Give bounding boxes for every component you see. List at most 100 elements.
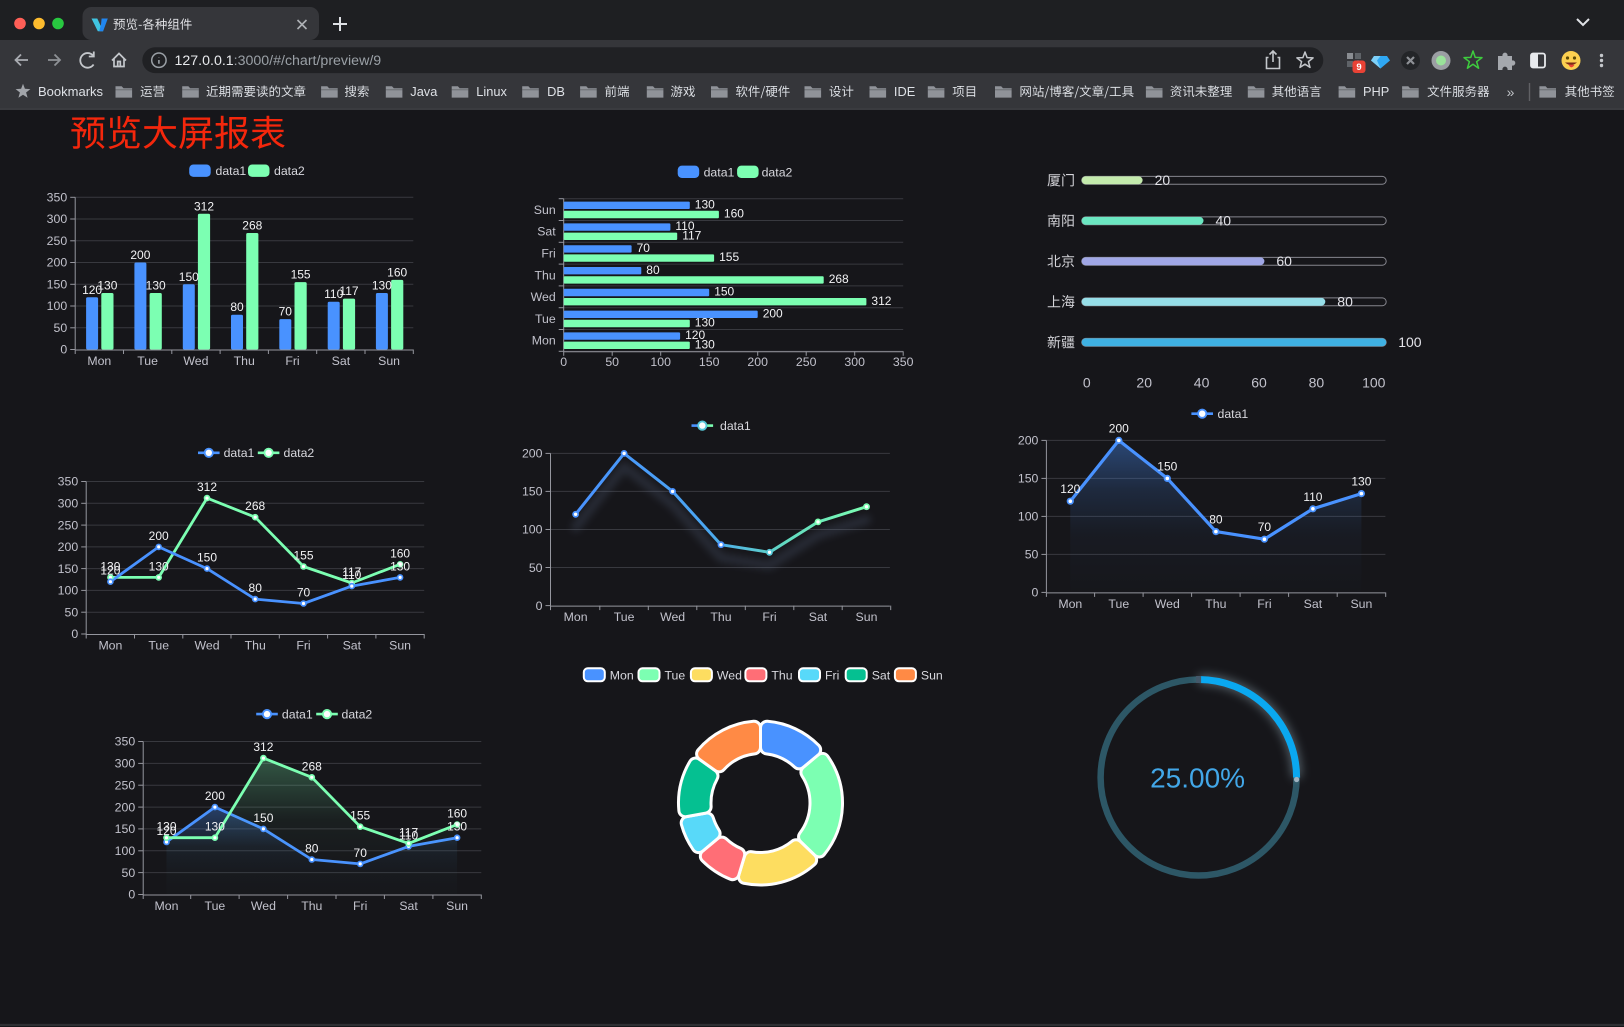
svg-text:200: 200 [115,800,136,814]
svg-text:Mon: Mon [87,354,111,368]
svg-text:Sat: Sat [399,899,418,913]
svg-text:250: 250 [47,234,68,248]
svg-text:Fri: Fri [825,668,839,682]
svg-text:150: 150 [714,285,734,299]
svg-text:155: 155 [291,268,311,282]
svg-text:350: 350 [58,475,79,489]
svg-text:150: 150 [253,811,273,825]
svg-text:155: 155 [719,250,739,264]
svg-text:0: 0 [60,343,67,357]
svg-text:130: 130 [372,279,392,293]
svg-text:120: 120 [685,328,705,342]
svg-text:300: 300 [115,757,136,771]
svg-text:DB: DB [547,84,565,99]
svg-text:70: 70 [279,305,293,319]
svg-text:110: 110 [342,568,361,582]
svg-text:Mon: Mon [155,899,179,913]
svg-text:50: 50 [529,561,543,575]
svg-text:80: 80 [646,263,660,277]
svg-text:312: 312 [197,480,217,494]
svg-text:117: 117 [399,825,418,839]
svg-text:Sun: Sun [1350,597,1372,611]
svg-text:20: 20 [1136,375,1152,391]
svg-text:80: 80 [249,581,263,595]
svg-text:120: 120 [156,824,176,838]
svg-text:50: 50 [65,605,79,619]
svg-text:150: 150 [58,562,79,576]
svg-text:200: 200 [149,529,169,543]
svg-text:Tue: Tue [137,354,158,368]
svg-text:Fri: Fri [285,354,299,368]
svg-text:Linux: Linux [476,84,507,99]
svg-text:100: 100 [1362,375,1386,391]
svg-text:200: 200 [130,248,150,262]
svg-text:Sun: Sun [534,203,556,217]
svg-text:0: 0 [71,627,78,641]
svg-text:150: 150 [522,485,543,499]
svg-text:20: 20 [1155,172,1171,188]
svg-text:Tue: Tue [614,610,635,624]
svg-text:Sat: Sat [343,638,362,652]
svg-text:312: 312 [194,199,214,213]
svg-text:data2: data2 [342,708,373,722]
svg-text:data2: data2 [762,165,793,179]
svg-text:268: 268 [829,272,849,286]
svg-text:100: 100 [1018,510,1039,524]
svg-text:80: 80 [1209,513,1223,527]
svg-text:50: 50 [605,355,619,369]
svg-text:250: 250 [796,355,817,369]
svg-text:130: 130 [447,820,467,834]
svg-text:117: 117 [342,565,361,579]
svg-text:80: 80 [1309,375,1325,391]
svg-text:268: 268 [242,219,262,233]
svg-text:300: 300 [58,497,79,511]
svg-text:110: 110 [1303,490,1322,504]
svg-text:130: 130 [149,559,169,573]
svg-text:0: 0 [560,355,567,369]
svg-text:0: 0 [536,599,543,613]
svg-text:150: 150 [197,551,217,565]
svg-text:Fri: Fri [541,247,555,261]
svg-text:160: 160 [390,546,410,560]
svg-text:Tue: Tue [205,899,226,913]
svg-text:155: 155 [293,549,313,563]
svg-text:127.0.0.1:3000/#/chart/preview: 127.0.0.1:3000/#/chart/preview/9 [175,53,382,69]
svg-text:200: 200 [763,306,783,320]
svg-text:200: 200 [1018,434,1039,448]
svg-text:70: 70 [637,241,651,255]
svg-text:100: 100 [522,523,543,537]
svg-text:Fri: Fri [353,899,367,913]
svg-text:300: 300 [844,355,865,369]
svg-text:Thu: Thu [234,354,255,368]
svg-text:200: 200 [205,789,225,803]
svg-text:Fri: Fri [1257,597,1271,611]
svg-text:50: 50 [1025,548,1039,562]
svg-text:130: 130 [100,559,120,573]
svg-text:80: 80 [230,300,244,314]
svg-text:350: 350 [47,191,68,205]
svg-text:200: 200 [522,447,543,461]
svg-text:130: 130 [1351,475,1371,489]
svg-text:100: 100 [650,355,671,369]
svg-text:130: 130 [146,279,166,293]
svg-text:Mon: Mon [564,610,588,624]
svg-text:Sat: Sat [872,668,891,682]
svg-text:Thu: Thu [771,668,792,682]
svg-text:250: 250 [58,518,79,532]
svg-text:Wed: Wed [1155,597,1180,611]
svg-text:Sat: Sat [1304,597,1323,611]
svg-text:Thu: Thu [710,610,731,624]
svg-text:0: 0 [1032,586,1039,600]
svg-text:70: 70 [354,846,368,860]
svg-text:Mon: Mon [98,638,122,652]
svg-text:Wed: Wed [183,354,208,368]
svg-text:155: 155 [350,809,370,823]
svg-text:130: 130 [205,820,225,834]
svg-text:70: 70 [1258,520,1272,534]
svg-text:Thu: Thu [301,899,322,913]
svg-text:Thu: Thu [245,638,266,652]
svg-text:110: 110 [399,828,418,842]
svg-text:130: 130 [156,820,176,834]
svg-text:60: 60 [1251,375,1267,391]
svg-text:Fri: Fri [762,610,776,624]
